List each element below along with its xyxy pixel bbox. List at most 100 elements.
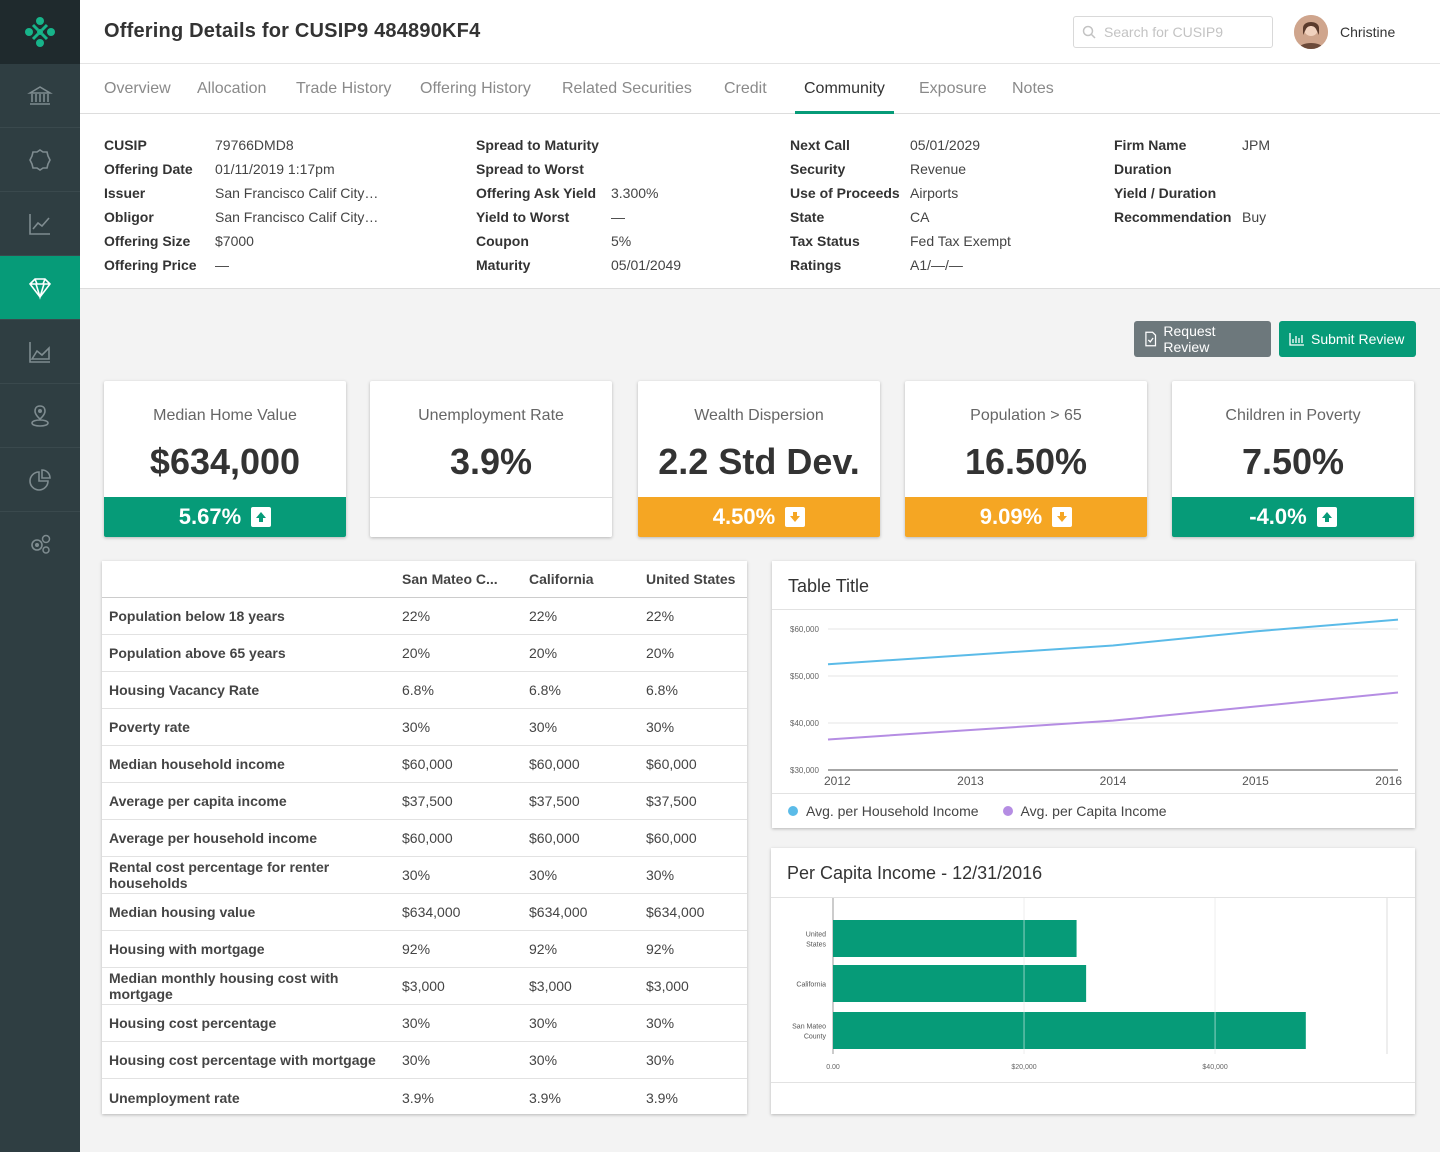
- row-label: Housing cost percentage with mortgage: [109, 1052, 376, 1068]
- table-cell: $60,000: [646, 756, 697, 772]
- submit-review-button[interactable]: Submit Review: [1279, 321, 1416, 357]
- table-cell: $37,500: [529, 793, 580, 809]
- nav-settings[interactable]: [0, 512, 80, 576]
- details-col-1: CUSIP 79766DMD8 Offering Date 01/11/2019 1…: [104, 133, 378, 277]
- table-cell: 30%: [529, 719, 558, 735]
- table-row[interactable]: Median monthly housing cost with mortgag…: [102, 968, 747, 1005]
- area-chart-icon: [29, 341, 50, 363]
- table-row[interactable]: Population below 18 years 22% 22% 22%: [102, 598, 747, 635]
- x-tick-label: 2015: [1242, 774, 1269, 788]
- row-label: Rental cost percentage for renter househ…: [109, 859, 330, 891]
- tab-community[interactable]: Community: [795, 80, 894, 114]
- metric-title: Wealth Dispersion: [694, 407, 824, 424]
- chart-title: Table Title: [788, 576, 870, 596]
- details-col-4: Firm Name JPM Duration Yield / Duration R…: [1114, 133, 1270, 229]
- detail-value: A1/—/—: [910, 257, 963, 273]
- search-box[interactable]: [1073, 16, 1273, 48]
- legend-item[interactable]: Avg. per Household Income: [788, 803, 979, 819]
- metric-title: Children in Poverty: [1225, 407, 1361, 424]
- detail-label: Yield / Duration: [1114, 185, 1217, 201]
- table-row[interactable]: Population above 65 years 20% 20% 20%: [102, 635, 747, 672]
- tab-allocation[interactable]: Allocation: [197, 80, 267, 97]
- legend-dot: [1002, 806, 1013, 816]
- table-row[interactable]: Housing Vacancy Rate 6.8% 6.8% 6.8%: [102, 672, 747, 709]
- nav-area-chart[interactable]: [0, 320, 80, 384]
- trend-chart-icon: [29, 213, 50, 235]
- pie-chart-icon: [29, 468, 51, 491]
- detail-row: Maturity 05/01/2049: [476, 253, 681, 277]
- tab-offering-history[interactable]: Offering History: [420, 80, 531, 97]
- nav-pin[interactable]: [0, 384, 80, 448]
- gears-icon: [31, 534, 51, 554]
- table-row[interactable]: Housing with mortgage 92% 92% 92%: [102, 931, 747, 968]
- detail-value: 05/01/2049: [611, 257, 682, 273]
- detail-row: CUSIP 79766DMD8: [104, 133, 378, 157]
- table-row[interactable]: Housing cost percentage with mortgage 30%…: [102, 1042, 747, 1079]
- table-row[interactable]: Rental cost percentage for renter househ…: [102, 857, 747, 894]
- nav-community[interactable]: [0, 256, 80, 320]
- detail-value: CA: [910, 209, 930, 225]
- table-cell: 30%: [646, 1015, 675, 1031]
- nav-pie[interactable]: [0, 448, 80, 512]
- detail-value: 5%: [611, 233, 632, 249]
- detail-row: Spread to Worst: [476, 157, 681, 181]
- detail-label: Ratings: [790, 257, 842, 273]
- table-row[interactable]: Median housing value $634,000 $634,000 $634…: [102, 894, 747, 931]
- nav-trends[interactable]: [0, 192, 80, 256]
- page-title: Offering Details for CUSIP9 484890KF4: [104, 20, 481, 42]
- request-review-label: Request Review: [1163, 323, 1216, 355]
- detail-row: Issuer San Francisco Calif City…: [104, 181, 378, 205]
- legend-item[interactable]: Avg. per Capita Income: [1002, 803, 1167, 819]
- detail-row: Offering Size $7000: [104, 229, 378, 253]
- metric-card-unemployment-rate: Unemployment Rate 3.9%: [370, 381, 612, 537]
- nav-bank[interactable]: [0, 64, 80, 128]
- nav-badge[interactable]: [0, 128, 80, 192]
- avatar[interactable]: [1294, 15, 1328, 49]
- table-row[interactable]: Average per household income $60,000 $60,0…: [102, 820, 747, 857]
- row-label: Average per household income: [109, 830, 317, 846]
- tab-overview[interactable]: Overview: [104, 80, 171, 97]
- table-row[interactable]: Housing cost percentage 30% 30% 30%: [102, 1005, 747, 1042]
- detail-label: Use of Proceeds: [790, 185, 900, 201]
- x-tick-label: 2016: [1375, 774, 1402, 788]
- tab-related-securities[interactable]: Related Securities: [562, 80, 692, 97]
- row-label: Median housing value: [109, 904, 256, 920]
- table-row[interactable]: Unemployment rate 3.9% 3.9% 3.9%: [102, 1079, 747, 1116]
- table-cell: 22%: [646, 608, 675, 624]
- y-category-label: United States: [806, 932, 827, 949]
- diamond-icon: [28, 277, 52, 300]
- detail-row: Yield to Worst —: [476, 205, 681, 229]
- x-tick-label: 2014: [1100, 774, 1127, 788]
- request-review-button[interactable]: Request Review: [1134, 321, 1271, 357]
- tab-notes[interactable]: Notes: [1012, 80, 1054, 97]
- table-row[interactable]: Median household income $60,000 $60,000 $60…: [102, 746, 747, 783]
- detail-value: $7000: [215, 233, 254, 249]
- table-cell: 6.8%: [402, 682, 434, 698]
- detail-value: San Francisco Calif City…: [215, 185, 379, 201]
- x-tick-label: $40,000: [1202, 1064, 1227, 1071]
- detail-value: JPM: [1242, 137, 1270, 153]
- detail-label: Yield to Worst: [476, 209, 570, 225]
- divider: [771, 1082, 1415, 1083]
- user-name[interactable]: Christine: [1340, 24, 1396, 40]
- table-row[interactable]: Poverty rate 30% 30% 30%: [102, 709, 747, 746]
- tab-credit[interactable]: Credit: [724, 80, 767, 97]
- row-label: Population above 65 years: [109, 645, 286, 661]
- tab-trade-history[interactable]: Trade History: [296, 80, 392, 97]
- column-header[interactable]: San Mateo C...: [402, 571, 498, 587]
- table-header: San Mateo C... California United States: [102, 561, 747, 598]
- metric-card-children-in-poverty: Children in Poverty 7.50% -4.0%: [1172, 381, 1414, 537]
- column-header[interactable]: United States: [646, 571, 736, 587]
- submit-review-label: Submit Review: [1311, 331, 1405, 347]
- search-input[interactable]: [1104, 24, 1264, 40]
- x-tick-label: 0.00: [826, 1064, 840, 1071]
- detail-label: State: [790, 209, 825, 225]
- tab-exposure[interactable]: Exposure: [919, 80, 987, 97]
- legend-label: Avg. per Household Income: [806, 803, 979, 819]
- detail-label: Coupon: [476, 233, 529, 249]
- arrow-down-icon: [785, 507, 806, 527]
- table-row[interactable]: Average per capita income $37,500 $37,500 $…: [102, 783, 747, 820]
- app-logo[interactable]: [0, 0, 80, 64]
- bank-icon: [27, 85, 53, 105]
- column-header[interactable]: California: [529, 571, 594, 587]
